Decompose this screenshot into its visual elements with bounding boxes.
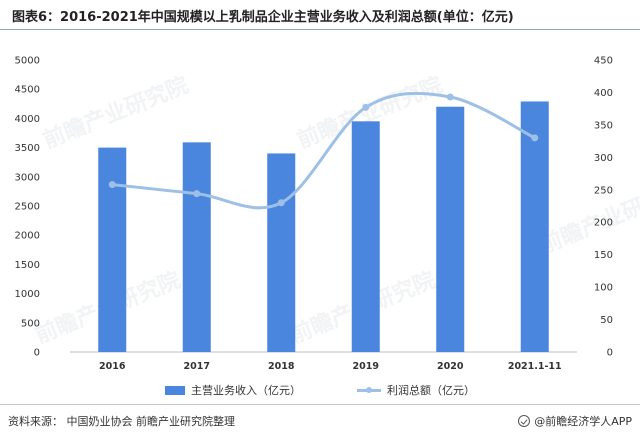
legend-bar-label: 主营业务收入（亿元） xyxy=(191,384,301,397)
y-tick-label: 4000 xyxy=(15,114,40,125)
legend-item-bar: 主营业务收入（亿元） xyxy=(165,382,301,398)
bar xyxy=(436,106,465,352)
source-note: 资料来源： 中国奶业协会 前瞻产业研究院整理 xyxy=(8,415,235,428)
y2-tick-label: 450 xyxy=(594,56,613,67)
footer-divider xyxy=(0,404,640,405)
y2-tick-label: 250 xyxy=(594,185,613,196)
profit-point xyxy=(362,103,370,111)
y-tick-label: 4500 xyxy=(15,85,40,96)
y2-tick-label: 200 xyxy=(594,218,613,229)
y2-tick-label: 400 xyxy=(594,88,613,99)
y-tick-label: 1000 xyxy=(15,289,40,300)
x-tick-label: 2016 xyxy=(99,361,126,372)
profit-point xyxy=(531,134,539,142)
x-tick-label: 2019 xyxy=(353,361,379,372)
y2-tick-label: 100 xyxy=(594,283,613,294)
y-tick-label: 2000 xyxy=(15,231,40,242)
chart-legend: 主营业务收入（亿元） 利润总额（亿元） xyxy=(0,382,640,398)
brand-credit: @前瞻经济学人APP xyxy=(518,413,632,429)
chart-title: 图表6：2016-2021年中国规模以上乳制品企业主营业务收入及利润总额(单位：… xyxy=(12,10,514,25)
y2-tick-label: 350 xyxy=(594,120,613,131)
x-tick-label: 2018 xyxy=(268,361,295,372)
y-tick-label: 5000 xyxy=(15,56,40,67)
bar xyxy=(98,147,127,352)
profit-line xyxy=(110,91,537,210)
x-tick-label: 2021.1-11 xyxy=(508,361,562,372)
y-tick-label: 2500 xyxy=(15,202,40,213)
y-tick-label: 3000 xyxy=(15,172,40,183)
bar xyxy=(351,121,380,352)
brand-logo-icon xyxy=(518,415,531,427)
title-divider xyxy=(0,29,640,30)
y-tick-label: 500 xyxy=(21,318,40,329)
profit-point xyxy=(277,199,285,207)
x-tick-label: 2017 xyxy=(184,361,210,372)
legend-line-label: 利润总额（亿元） xyxy=(387,384,475,397)
y-tick-label: 3500 xyxy=(15,143,40,154)
y2-tick-label: 300 xyxy=(594,153,613,164)
x-tick-label: 2020 xyxy=(437,361,464,372)
bar xyxy=(182,142,211,352)
y2-tick-label: 50 xyxy=(600,315,613,326)
profit-point xyxy=(446,93,454,101)
bar xyxy=(520,101,549,353)
y2-tick-label: 150 xyxy=(594,250,613,261)
legend-item-line: 利润总额（亿元） xyxy=(357,382,475,398)
profit-point xyxy=(193,190,201,198)
profit-point xyxy=(108,181,116,189)
legend-line-swatch xyxy=(357,386,381,395)
brand-label: @前瞻经济学人APP xyxy=(534,415,632,428)
legend-bar-swatch xyxy=(165,385,185,395)
y-tick-label: 0 xyxy=(34,348,40,359)
bar xyxy=(267,153,296,352)
y2-tick-label: 0 xyxy=(607,348,613,359)
y-tick-label: 1500 xyxy=(15,260,40,271)
